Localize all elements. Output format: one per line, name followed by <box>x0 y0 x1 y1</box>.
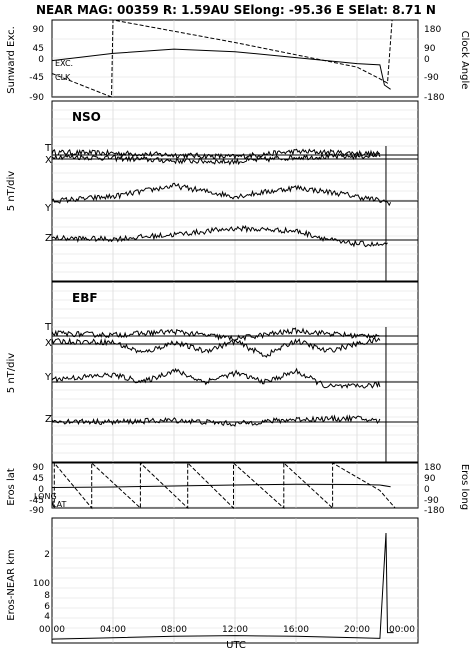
x-tick-4: 16:00 <box>283 625 309 635</box>
x-tick-5: 20:00 <box>344 625 370 635</box>
ebf-label-t: T <box>44 322 52 333</box>
panel1-series-exc <box>51 48 391 90</box>
nso-title: NSO <box>72 110 101 124</box>
p4-left-tick-0: 90 <box>33 463 45 473</box>
p4-right-tick-3: -90 <box>424 496 439 506</box>
p1-left-tick-1: 45 <box>33 44 44 54</box>
ebf-label-z: Z <box>45 414 52 425</box>
p1-annotation-exc: EXC. <box>55 59 73 68</box>
p1-right-axis-label: Clock Angle <box>459 31 470 90</box>
panel1-series-clk <box>51 19 393 98</box>
p4-right-tick-4: -180 <box>424 506 445 516</box>
p5-tick-2: 8 <box>44 591 50 601</box>
ebf-label-x: X <box>45 338 52 349</box>
p4-annotation-long: LONG <box>34 492 57 501</box>
ebf-trace-x <box>51 337 381 358</box>
panel-ebf: EBF 5 nT/div T X Y Z <box>6 281 419 463</box>
x-axis-label: UTC <box>226 640 246 651</box>
x-axis: 00:00 04:00 08:00 12:00 16:00 20:00 00:0… <box>39 625 415 651</box>
p5-tick-0: 2 <box>44 550 50 560</box>
panel-eros-lat-long: 90 45 0 -45 -90 180 90 0 -90 -180 Eros l… <box>6 462 470 516</box>
p4-left-tick-2: 0 <box>38 485 44 495</box>
panel4-series-lat <box>51 483 391 488</box>
nso-label-y: Y <box>44 203 52 214</box>
ebf-title: EBF <box>72 291 98 305</box>
nso-trace-x <box>51 152 381 166</box>
x-tick-6: 00:00 <box>389 625 415 635</box>
data-traces <box>51 19 418 640</box>
p1-left-tick-4: -90 <box>29 93 44 103</box>
ebf-trace-t <box>51 327 381 342</box>
panel2-grid <box>52 101 418 281</box>
p4-right-tick-0: 180 <box>424 463 441 473</box>
ebf-label-y: Y <box>44 372 52 383</box>
p5-axis-label: Eros-NEAR km <box>6 549 17 620</box>
p4-right-axis-label: Eros long <box>459 464 470 510</box>
p1-right-tick-0: 180 <box>424 25 441 35</box>
x-tick-1: 04:00 <box>100 625 126 635</box>
p1-left-tick-2: 0 <box>38 55 44 65</box>
panel5-grid <box>52 518 418 643</box>
ebf-trace-y <box>51 367 381 389</box>
p4-annotation-lat: LAT <box>52 500 66 509</box>
x-tick-0: 00:00 <box>39 625 65 635</box>
nso-label-z: Z <box>45 233 52 244</box>
p4-right-tick-2: 0 <box>424 485 430 495</box>
eros-near-distance-line <box>51 532 394 640</box>
p1-right-tick-1: 90 <box>424 44 436 54</box>
ebf-trace-z <box>51 414 381 427</box>
p1-right-tick-3: -90 <box>424 73 439 83</box>
p1-annotation-clk: CLK <box>55 73 71 82</box>
panel-eros-near-distance: 2 100 8 6 4 Eros-NEAR km <box>6 517 419 644</box>
panel-nso: NSO 5 nT/div T X Y Z <box>6 100 419 282</box>
panel-sunward-excursion: 90 45 0 -45 -90 180 90 0 -90 -180 Sunwar… <box>6 19 470 103</box>
nso-label-t: T <box>44 143 52 154</box>
nso-trace-z <box>51 224 388 248</box>
nso-ylabel: 5 nT/div <box>6 171 17 211</box>
p5-tick-3: 6 <box>44 602 50 612</box>
p4-left-tick-1: 45 <box>33 474 44 484</box>
p5-tick-4: 4 <box>44 612 50 622</box>
ebf-ylabel: 5 nT/div <box>6 353 17 393</box>
p4-left-tick-4: -90 <box>29 506 44 516</box>
p1-left-axis-label: Sunward Exc. <box>6 26 17 94</box>
panel4-series-long <box>51 461 396 510</box>
p4-right-tick-1: 90 <box>424 474 436 484</box>
x-tick-2: 08:00 <box>161 625 187 635</box>
p5-tick-1: 100 <box>33 579 50 589</box>
panel1-grid <box>52 20 418 97</box>
p4-left-axis-label: Eros lat <box>6 468 17 506</box>
plot-title: NEAR MAG: 00359 R: 1.59AU SElong: -95.36… <box>36 3 436 17</box>
nso-trace-y <box>51 182 392 207</box>
nso-trace-t <box>51 148 380 160</box>
x-tick-3: 12:00 <box>222 625 248 635</box>
p1-right-tick-2: 0 <box>424 55 430 65</box>
p1-left-tick-0: 90 <box>33 25 45 35</box>
p4-left-tick-3: -45 <box>29 496 44 506</box>
p1-left-tick-3: -45 <box>29 73 44 83</box>
p1-right-tick-4: -180 <box>424 93 445 103</box>
nso-label-x: X <box>45 155 52 166</box>
